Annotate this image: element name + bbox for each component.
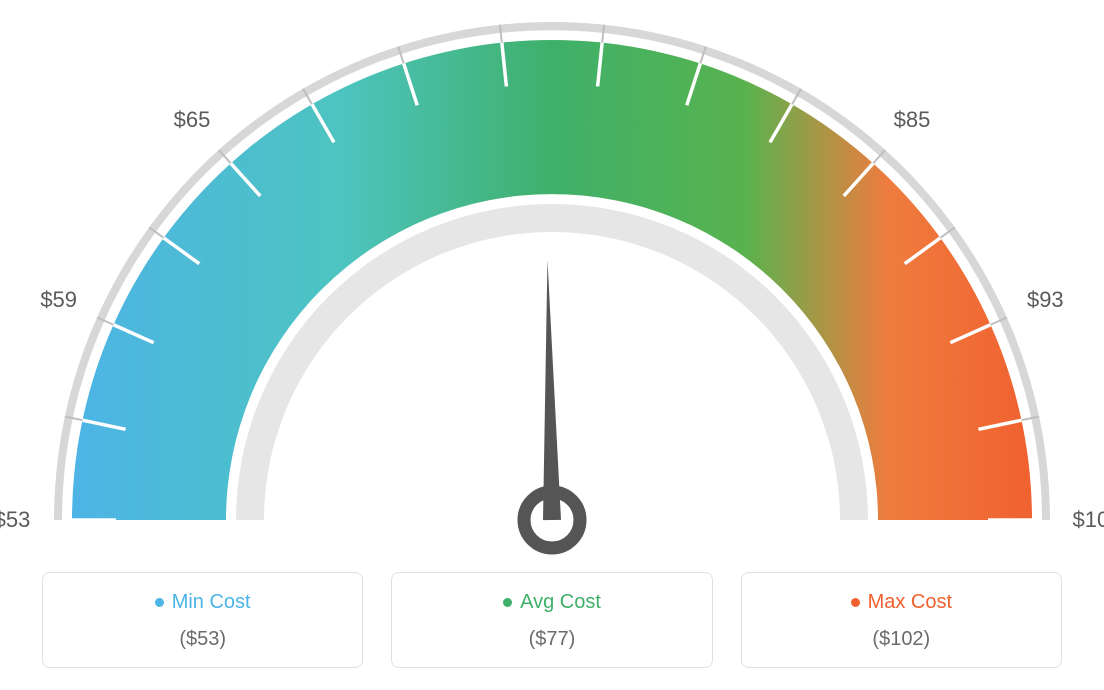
legend-title-max: Max Cost <box>851 591 952 614</box>
gauge-tick-label: $65 <box>174 107 211 133</box>
legend-card-max: Max Cost ($102) <box>741 572 1062 668</box>
gauge-tick-label: $59 <box>40 287 77 313</box>
gauge-tick-label: $102 <box>1073 507 1104 533</box>
gauge-tick-label: $93 <box>1027 287 1064 313</box>
legend-card-min: Min Cost ($53) <box>42 572 363 668</box>
legend-row: Min Cost ($53) Avg Cost ($77) Max Cost (… <box>42 572 1062 668</box>
gauge-svg <box>0 0 1104 560</box>
legend-title-min: Min Cost <box>155 591 251 614</box>
legend-dot-icon <box>503 598 512 607</box>
gauge-tick-label: $53 <box>0 507 30 533</box>
legend-label-max: Max Cost <box>868 591 952 614</box>
legend-dot-icon <box>851 598 860 607</box>
legend-value-max: ($102) <box>752 628 1051 651</box>
legend-card-avg: Avg Cost ($77) <box>391 572 712 668</box>
legend-value-min: ($53) <box>53 628 352 651</box>
gauge-chart: $53$59$65$77$85$93$102 <box>0 0 1104 560</box>
legend-title-avg: Avg Cost <box>503 591 601 614</box>
gauge-tick-label: $85 <box>894 107 931 133</box>
legend-value-avg: ($77) <box>402 628 701 651</box>
legend-label-min: Min Cost <box>172 591 251 614</box>
legend-label-avg: Avg Cost <box>520 591 601 614</box>
legend-dot-icon <box>155 598 164 607</box>
